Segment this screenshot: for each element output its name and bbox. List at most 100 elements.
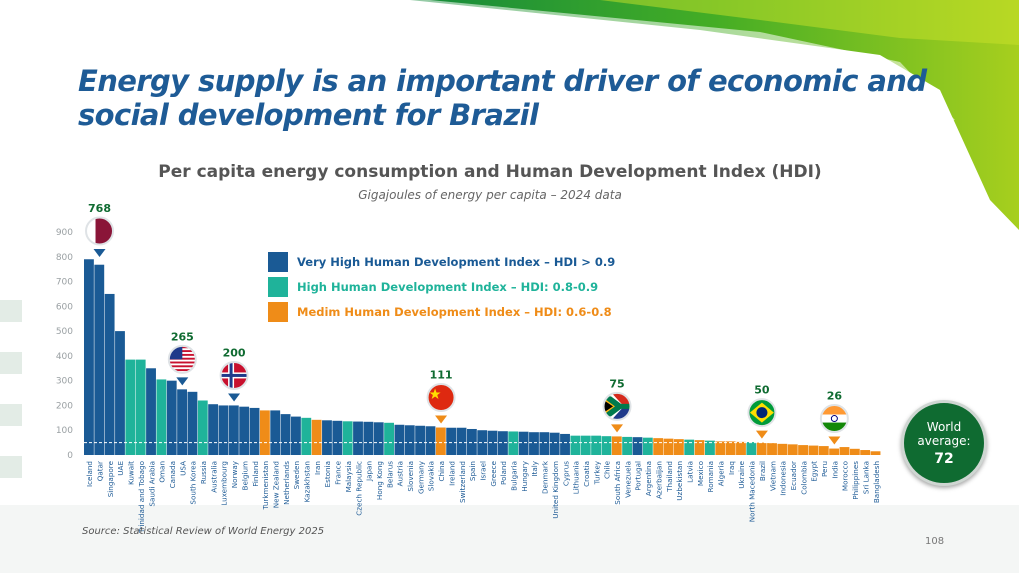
callout-value-label: 75 [609, 377, 624, 390]
x-tick-label: Singapore [106, 460, 115, 497]
x-tick-label: Italy [530, 460, 539, 476]
callout-value-label: 50 [754, 384, 770, 397]
x-tick-label: Ireland [447, 461, 456, 486]
bar-cyprus [560, 433, 570, 455]
x-tick-label: Ukraine [737, 460, 746, 488]
x-tick-label: Latvia [685, 461, 694, 483]
brazil-flag-icon [747, 398, 777, 428]
callout-pointer [611, 424, 624, 433]
x-tick-label: Russia [199, 461, 208, 484]
x-tick-label: Canada [168, 461, 177, 488]
legend-swatch-medium [268, 302, 288, 322]
bar-belgium [239, 406, 250, 455]
callout-pointer [176, 377, 189, 386]
bar-spain [466, 428, 477, 455]
x-tick-label: Hong Kong [375, 461, 384, 500]
bar-uae [115, 331, 125, 455]
x-tick-label: Greece [489, 460, 498, 486]
x-tick-label: USA [178, 461, 187, 476]
bar-azerbaijan [653, 438, 664, 455]
chart-subtitle: Gigajoules of energy per capita – 2024 d… [358, 188, 622, 202]
bar-ukraine [736, 441, 746, 455]
callout-pointer [755, 430, 768, 439]
south-africa-flag-icon [602, 391, 632, 421]
x-tick-label: Turkmenistan [261, 461, 270, 510]
bar-lithuania [570, 435, 581, 455]
bar-south-korea [187, 391, 198, 455]
y-tick-label: 500 [56, 327, 73, 337]
x-tick-label: Morocco [841, 461, 850, 491]
bar-finland [249, 407, 260, 455]
bar-poland [498, 431, 508, 455]
bar-romania [705, 440, 715, 455]
x-tick-label: Venezuela [623, 461, 632, 498]
x-tick-label: Belgium [240, 461, 249, 490]
bar-argentina [642, 437, 653, 455]
bar-iran [311, 419, 322, 455]
y-tick-label: 100 [56, 426, 73, 436]
india-flag-icon [819, 404, 849, 434]
x-tick-label: Hungary [520, 460, 529, 491]
x-tick-label: India [830, 461, 839, 479]
bar-turkmenistan [259, 410, 270, 455]
x-tick-label: Slovakia [427, 461, 436, 491]
x-tick-label: Oman [158, 461, 167, 483]
bar-kuwait [125, 359, 136, 455]
bar-uzbekistan [673, 439, 684, 455]
x-tick-label: Japan [365, 461, 374, 482]
x-tick-label: Egypt [810, 461, 819, 482]
x-tick-label: Malaysia [344, 461, 353, 492]
x-tick-label: Chile [603, 460, 612, 479]
bar-germany [415, 425, 426, 455]
legend-label-very-high: Very High Human Development Index – HDI … [297, 255, 616, 269]
bar-turkey [591, 435, 601, 455]
x-tick-label: Portugal [634, 461, 643, 491]
source-note: Source: Statistical Review of World Ener… [82, 526, 325, 537]
world-average-value: 72 [934, 451, 954, 467]
bar-kazakhstan [301, 417, 312, 455]
callout-value-label: 265 [171, 330, 194, 343]
legend: Very High Human Development Index – HDI … [268, 250, 615, 325]
x-tick-label: Sri Lanka [861, 461, 870, 494]
bar-luxembourg [218, 405, 229, 455]
x-tick-label: New Zealand [271, 461, 280, 508]
bar-india [829, 448, 840, 455]
bar-mexico [694, 440, 705, 455]
legend-item-very-high: Very High Human Development Index – HDI … [268, 250, 615, 274]
world-average-badge: World average: 72 [901, 400, 987, 486]
callout-value-label: 200 [223, 346, 246, 359]
x-tick-label: Qatar [96, 461, 105, 481]
bar-bangladesh [870, 451, 881, 455]
x-tick-label: Finland [251, 461, 260, 487]
x-tick-label: Estonia [323, 461, 332, 487]
bar-hungary [518, 431, 529, 455]
x-tick-label: Iceland [85, 461, 94, 487]
bar-malaysia [342, 421, 353, 455]
x-tick-label: United Kingdom [551, 461, 560, 519]
x-tick-label: Brazil [758, 461, 767, 481]
x-tick-label: Peru [820, 461, 829, 477]
bar-latvia [684, 439, 695, 455]
x-tick-label: Slovenia [406, 461, 415, 492]
bar-morocco [839, 447, 850, 455]
slide-title-line2: social development for Brazil [78, 98, 539, 132]
x-tick-label: France [334, 460, 343, 484]
norway-flag-icon [219, 360, 249, 390]
usa-flag-icon [167, 344, 197, 374]
callout-pointer [93, 249, 106, 257]
y-tick-label: 900 [56, 228, 73, 238]
bar-australia [208, 404, 219, 455]
x-tick-label: South Korea [189, 461, 198, 505]
world-average-line2: average: [917, 434, 971, 448]
x-tick-label: Switzerland [458, 461, 467, 503]
china-flag-icon [426, 383, 456, 412]
bar-colombia [798, 445, 808, 455]
callout-value-label: 111 [430, 369, 453, 382]
x-tick-label: Vietnam [768, 461, 777, 491]
y-tick-label: 600 [56, 302, 73, 312]
bar-croatia [580, 435, 591, 455]
x-tick-label: Belarus [385, 461, 394, 488]
bar-ireland [446, 427, 457, 455]
x-tick-label: Bulgaria [510, 461, 519, 491]
